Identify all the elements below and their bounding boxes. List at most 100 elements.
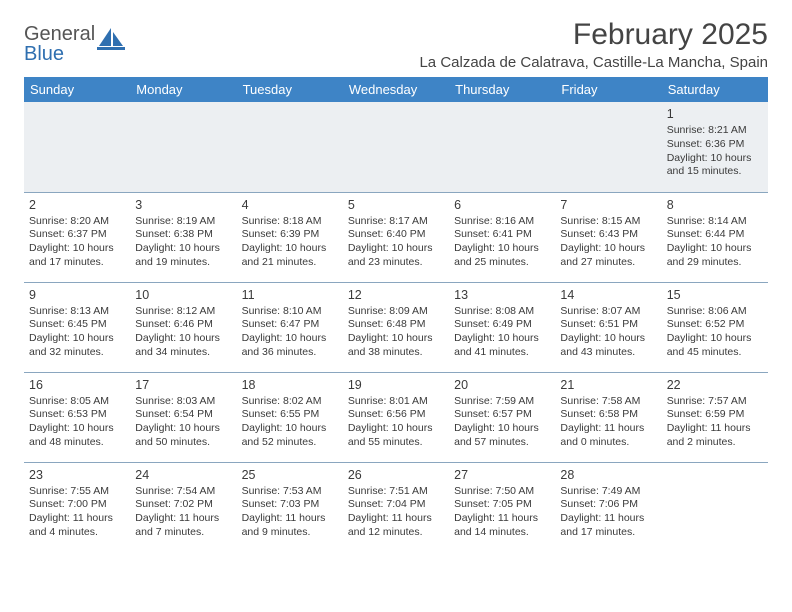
calendar-day-cell: 1Sunrise: 8:21 AMSunset: 6:36 PMDaylight… bbox=[662, 102, 768, 192]
daylight-line: Daylight: 10 hours bbox=[242, 242, 338, 256]
day-details: Sunrise: 8:01 AMSunset: 6:56 PMDaylight:… bbox=[348, 395, 444, 450]
sunset-line: Sunset: 6:36 PM bbox=[667, 138, 763, 152]
daylight-line-2: and 19 minutes. bbox=[135, 256, 231, 270]
logo-sail-icon bbox=[97, 26, 125, 50]
day-details: Sunrise: 8:13 AMSunset: 6:45 PMDaylight:… bbox=[29, 305, 125, 360]
column-header: Sunday bbox=[24, 77, 130, 102]
sunrise-line: Sunrise: 8:05 AM bbox=[29, 395, 125, 409]
daylight-line: Daylight: 10 hours bbox=[667, 152, 763, 166]
day-details: Sunrise: 8:17 AMSunset: 6:40 PMDaylight:… bbox=[348, 215, 444, 270]
sunset-line: Sunset: 6:49 PM bbox=[454, 318, 550, 332]
daylight-line: Daylight: 10 hours bbox=[667, 332, 763, 346]
day-number: 9 bbox=[29, 287, 125, 303]
sunset-line: Sunset: 6:53 PM bbox=[29, 408, 125, 422]
calendar-empty-cell bbox=[449, 102, 555, 192]
calendar-table: SundayMondayTuesdayWednesdayThursdayFrid… bbox=[24, 77, 768, 552]
day-number: 28 bbox=[560, 467, 656, 483]
sunset-line: Sunset: 6:56 PM bbox=[348, 408, 444, 422]
day-number: 27 bbox=[454, 467, 550, 483]
calendar-day-cell: 25 Sunrise: 7:53 AMSunset: 7:03 PMDayligh… bbox=[237, 462, 343, 552]
calendar-day-cell: 4Sunrise: 8:18 AMSunset: 6:39 PMDaylight… bbox=[237, 192, 343, 282]
day-details: Sunrise: 7:55 AMSunset: 7:00 PMDaylight:… bbox=[29, 485, 125, 540]
daylight-line-2: and 23 minutes. bbox=[348, 256, 444, 270]
calendar-day-cell: 6 Sunrise: 8:16 AMSunset: 6:41 PMDaylight… bbox=[449, 192, 555, 282]
calendar-empty-cell bbox=[237, 102, 343, 192]
daylight-line-2: and 38 minutes. bbox=[348, 346, 444, 360]
sunset-line: Sunset: 6:51 PM bbox=[560, 318, 656, 332]
daylight-line-2: and 0 minutes. bbox=[560, 436, 656, 450]
day-details: Sunrise: 8:02 AMSunset: 6:55 PMDaylight:… bbox=[242, 395, 338, 450]
daylight-line: Daylight: 10 hours bbox=[135, 332, 231, 346]
calendar-day-cell: 21Sunrise: 7:58 AMSunset: 6:58 PMDayligh… bbox=[555, 372, 661, 462]
day-details: Sunrise: 8:20 AMSunset: 6:37 PMDaylight:… bbox=[29, 215, 125, 270]
daylight-line: Daylight: 11 hours bbox=[29, 512, 125, 526]
sunset-line: Sunset: 6:40 PM bbox=[348, 228, 444, 242]
daylight-line-2: and 57 minutes. bbox=[454, 436, 550, 450]
sunrise-line: Sunrise: 7:50 AM bbox=[454, 485, 550, 499]
day-number: 13 bbox=[454, 287, 550, 303]
daylight-line: Daylight: 10 hours bbox=[29, 332, 125, 346]
calendar-day-cell: 8Sunrise: 8:14 AMSunset: 6:44 PMDaylight… bbox=[662, 192, 768, 282]
calendar-week-row: 23Sunrise: 7:55 AMSunset: 7:00 PMDayligh… bbox=[24, 462, 768, 552]
daylight-line-2: and 27 minutes. bbox=[560, 256, 656, 270]
logo-line1: General bbox=[24, 23, 95, 45]
calendar-day-cell: 5Sunrise: 8:17 AMSunset: 6:40 PMDaylight… bbox=[343, 192, 449, 282]
day-details: Sunrise: 8:16 AMSunset: 6:41 PMDaylight:… bbox=[454, 215, 550, 270]
day-details: Sunrise: 8:14 AMSunset: 6:44 PMDaylight:… bbox=[667, 215, 763, 270]
day-number: 1 bbox=[667, 106, 763, 122]
daylight-line-2: and 55 minutes. bbox=[348, 436, 444, 450]
sunrise-line: Sunrise: 8:17 AM bbox=[348, 215, 444, 229]
sunset-line: Sunset: 7:04 PM bbox=[348, 498, 444, 512]
daylight-line-2: and 12 minutes. bbox=[348, 526, 444, 540]
sunrise-line: Sunrise: 8:03 AM bbox=[135, 395, 231, 409]
calendar-day-cell: 19 Sunrise: 8:01 AMSunset: 6:56 PMDayligh… bbox=[343, 372, 449, 462]
day-details: Sunrise: 8:15 AMSunset: 6:43 PMDaylight:… bbox=[560, 215, 656, 270]
daylight-line: Daylight: 10 hours bbox=[348, 332, 444, 346]
sunset-line: Sunset: 6:58 PM bbox=[560, 408, 656, 422]
day-details: Sunrise: 7:51 AMSunset: 7:04 PMDaylight:… bbox=[348, 485, 444, 540]
calendar-header: SundayMondayTuesdayWednesdayThursdayFrid… bbox=[24, 77, 768, 102]
calendar-empty-cell bbox=[662, 462, 768, 552]
day-details: Sunrise: 7:58 AMSunset: 6:58 PMDaylight:… bbox=[560, 395, 656, 450]
sunrise-line: Sunrise: 8:13 AM bbox=[29, 305, 125, 319]
daylight-line-2: and 32 minutes. bbox=[29, 346, 125, 360]
sunset-line: Sunset: 7:03 PM bbox=[242, 498, 338, 512]
daylight-line: Daylight: 11 hours bbox=[242, 512, 338, 526]
daylight-line: Daylight: 10 hours bbox=[29, 242, 125, 256]
sunrise-line: Sunrise: 8:10 AM bbox=[242, 305, 338, 319]
sunset-line: Sunset: 7:00 PM bbox=[29, 498, 125, 512]
daylight-line: Daylight: 10 hours bbox=[560, 332, 656, 346]
sunrise-line: Sunrise: 7:54 AM bbox=[135, 485, 231, 499]
logo-line2: Blue bbox=[24, 43, 64, 65]
day-details: Sunrise: 8:08 AMSunset: 6:49 PMDaylight:… bbox=[454, 305, 550, 360]
day-details: Sunrise: 8:19 AMSunset: 6:38 PMDaylight:… bbox=[135, 215, 231, 270]
day-details: Sunrise: 8:09 AMSunset: 6:48 PMDaylight:… bbox=[348, 305, 444, 360]
sunset-line: Sunset: 6:54 PM bbox=[135, 408, 231, 422]
sunrise-line: Sunrise: 7:49 AM bbox=[560, 485, 656, 499]
day-details: Sunrise: 7:54 AMSunset: 7:02 PMDaylight:… bbox=[135, 485, 231, 540]
sunset-line: Sunset: 6:55 PM bbox=[242, 408, 338, 422]
day-number: 25 bbox=[242, 467, 338, 483]
day-number: 6 bbox=[454, 197, 550, 213]
calendar-day-cell: 17Sunrise: 8:03 AMSunset: 6:54 PMDayligh… bbox=[130, 372, 236, 462]
daylight-line-2: and 17 minutes. bbox=[560, 526, 656, 540]
daylight-line-2: and 9 minutes. bbox=[242, 526, 338, 540]
calendar-day-cell: 11Sunrise: 8:10 AMSunset: 6:47 PMDayligh… bbox=[237, 282, 343, 372]
calendar-day-cell: 27Sunrise: 7:50 AMSunset: 7:05 PMDayligh… bbox=[449, 462, 555, 552]
sunrise-line: Sunrise: 7:55 AM bbox=[29, 485, 125, 499]
calendar-day-cell: 15Sunrise: 8:06 AMSunset: 6:52 PMDayligh… bbox=[662, 282, 768, 372]
day-number: 19 bbox=[348, 377, 444, 393]
day-number: 2 bbox=[29, 197, 125, 213]
sunset-line: Sunset: 6:38 PM bbox=[135, 228, 231, 242]
daylight-line-2: and 48 minutes. bbox=[29, 436, 125, 450]
sunset-line: Sunset: 6:45 PM bbox=[29, 318, 125, 332]
daylight-line: Daylight: 10 hours bbox=[348, 422, 444, 436]
sunset-line: Sunset: 7:06 PM bbox=[560, 498, 656, 512]
column-header: Thursday bbox=[449, 77, 555, 102]
daylight-line: Daylight: 10 hours bbox=[348, 242, 444, 256]
daylight-line-2: and 52 minutes. bbox=[242, 436, 338, 450]
day-number: 17 bbox=[135, 377, 231, 393]
sunset-line: Sunset: 6:37 PM bbox=[29, 228, 125, 242]
day-details: Sunrise: 7:53 AMSunset: 7:03 PMDaylight:… bbox=[242, 485, 338, 540]
calendar-empty-cell bbox=[555, 102, 661, 192]
